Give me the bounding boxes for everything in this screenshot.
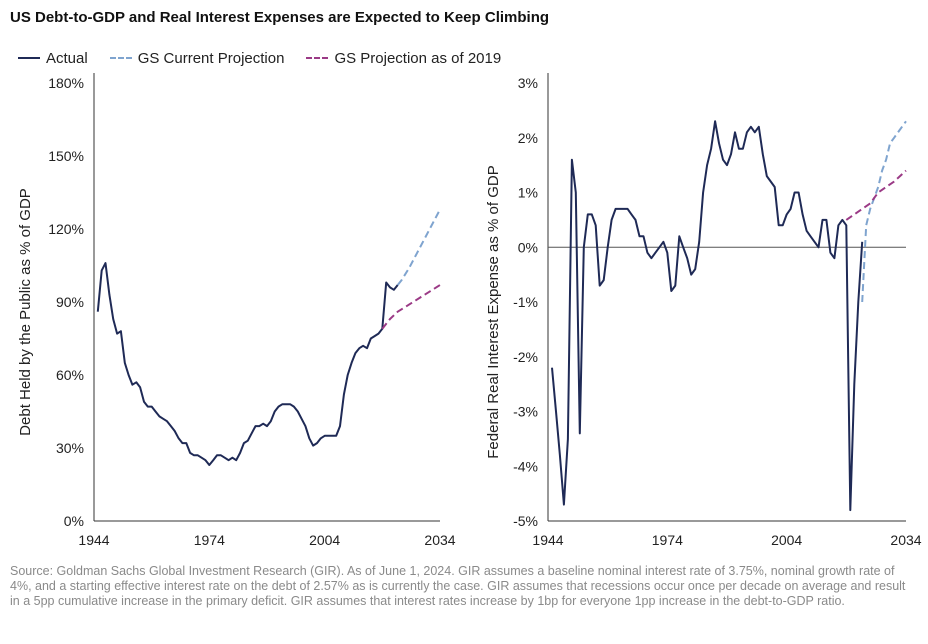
interest-x-tick-label: 1944 [532, 532, 563, 548]
debt-y-tick-label: 0% [64, 513, 84, 529]
legend-swatch-actual [18, 57, 40, 59]
interest-y-tick-label: -3% [513, 404, 538, 420]
interest-x-tick-label: 1974 [652, 532, 683, 548]
debt-y-tick-label: 180% [48, 75, 84, 91]
legend-label-actual: Actual [46, 49, 88, 67]
debt-y-tick-label: 120% [48, 221, 84, 237]
debt-to-gdp-chart: 0% 30% 60% 90% 120% 150% 180% 1944 1974 2004 2034 D… [17, 73, 456, 548]
debt-x-tick-label: 1974 [194, 532, 225, 548]
interest-y-tick-label: -4% [513, 458, 538, 474]
interest-y-axis-title: Federal Real Interest Expense as % of GD… [485, 165, 502, 458]
debt-y-tick-label: 90% [56, 294, 84, 310]
interest-x-tick-label: 2004 [771, 532, 802, 548]
interest-y-tick-label: -5% [513, 513, 538, 529]
legend: Actual GS Current Projection GS Projecti… [18, 48, 523, 68]
real-interest-expense-chart: -5% -4% -3% -2% -1% 0% 1% 2% 3% 1944 1974 2004 2034 F… [485, 73, 922, 548]
legend-item-actual: Actual [18, 50, 88, 67]
legend-swatch-gs-current [109, 57, 132, 59]
legend-label-gs-2019: GS Projection as of 2019 [334, 49, 502, 67]
charts-canvas: 0% 30% 60% 90% 120% 150% 180% 1944 1974 2004 2034 D… [17, 73, 922, 548]
debt-y-tick-label: 30% [56, 440, 84, 456]
interest-y-tick-label: 2% [518, 130, 538, 146]
debt-x-tick-label: 2004 [309, 532, 340, 548]
debt-x-tick-label: 1944 [78, 532, 109, 548]
debt-x-tick-label: 2034 [424, 532, 455, 548]
legend-item-gs-2019: GS Projection as of 2019 [306, 50, 501, 67]
interest-x-tick-label: 2034 [890, 532, 921, 548]
interest-y-tick-label: -1% [513, 294, 538, 310]
interest-y-tick-label: -2% [513, 349, 538, 365]
legend-swatch-gs-2019 [306, 57, 329, 59]
debt-series-gs-current-projection [396, 209, 441, 286]
legend-label-gs-current: GS Current Projection [137, 49, 285, 67]
interest-y-tick-label: 3% [518, 75, 538, 91]
debt-series-actual [96, 262, 399, 466]
interest-series-gs-current-projection [861, 120, 907, 303]
interest-series-actual [551, 120, 864, 512]
source-note: Source: Goldman Sachs Global Investment … [10, 564, 906, 609]
legend-item-gs-current: GS Current Projection [109, 49, 285, 67]
debt-series-gs-projection-as-of-2019 [381, 284, 441, 330]
chart-title: US Debt-to-GDP and Real Interest Expense… [10, 9, 550, 26]
debt-y-tick-label: 60% [56, 367, 84, 383]
interest-series-gs-projection-as-of-2019 [845, 169, 907, 221]
debt-y-tick-label: 150% [48, 148, 84, 164]
interest-y-tick-label: 0% [518, 239, 538, 255]
debt-y-axis-title: Debt Held by the Public as % of GDP [17, 188, 34, 436]
interest-y-tick-label: 1% [518, 185, 538, 201]
